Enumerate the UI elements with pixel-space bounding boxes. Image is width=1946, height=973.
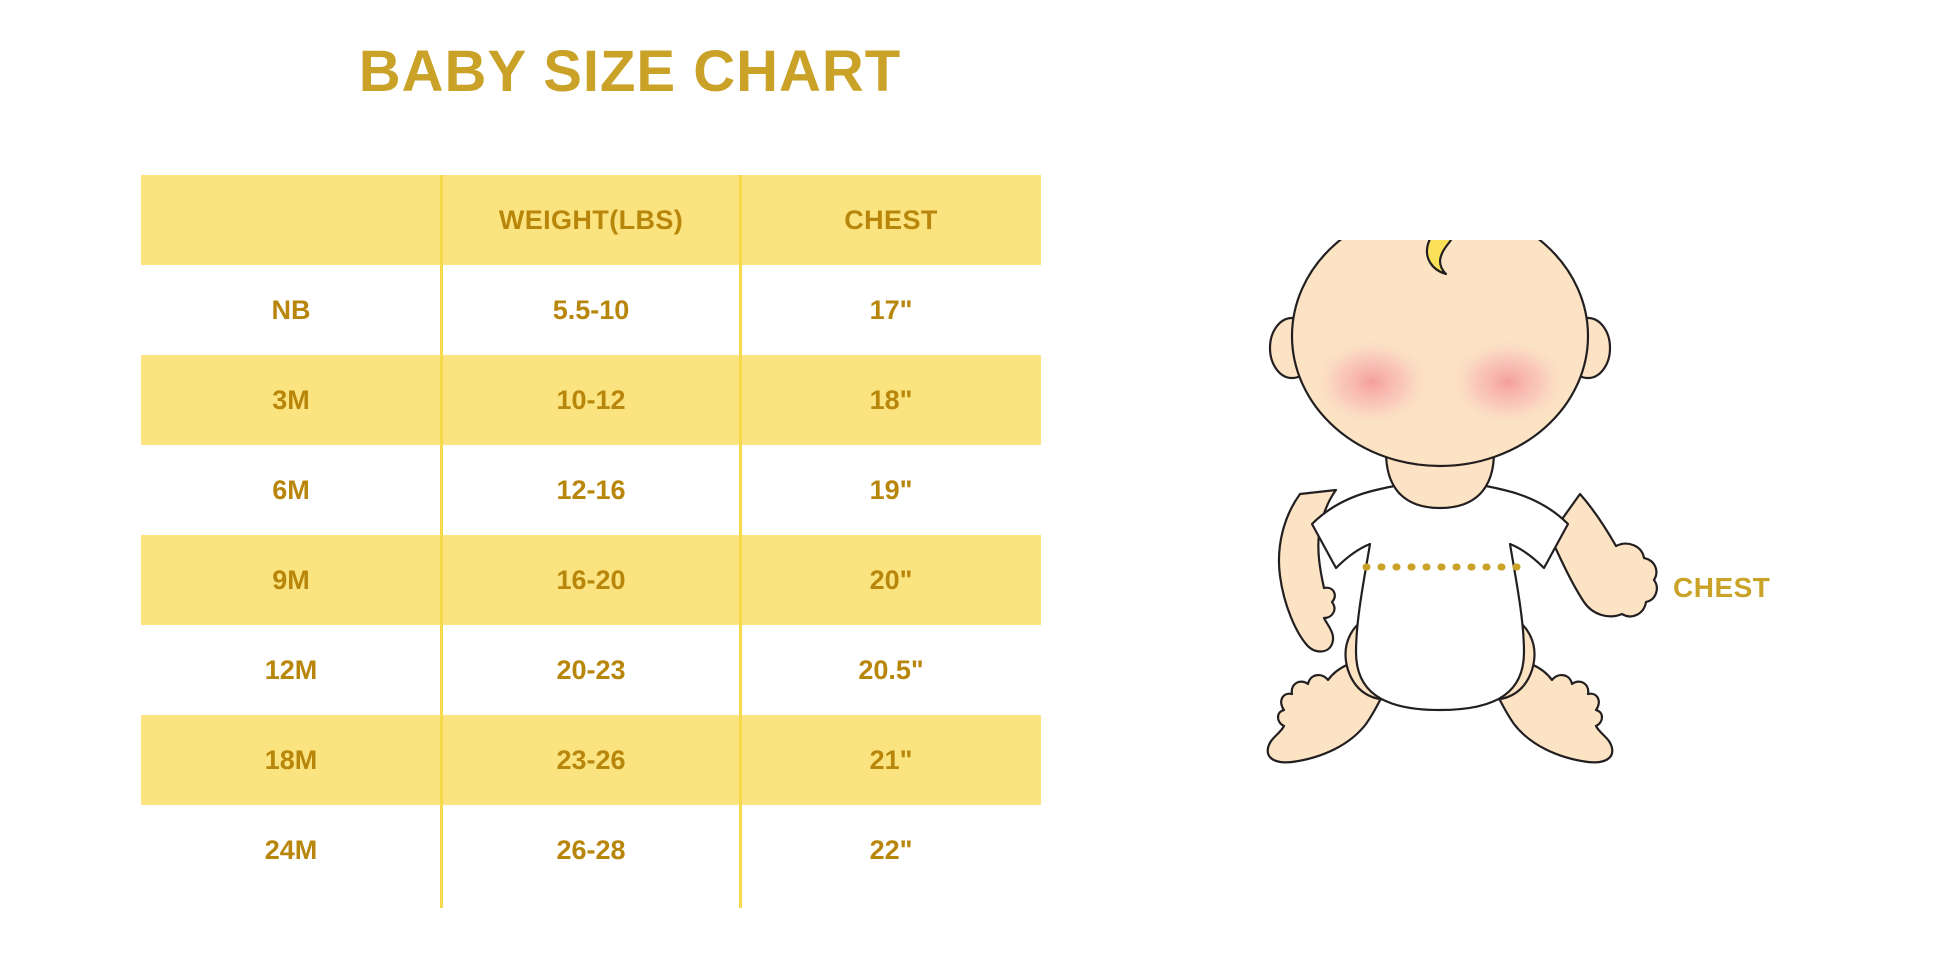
cell-weight: 26-28 [441,805,741,895]
table-row: 24M 26-28 22" [141,805,1041,895]
baby-right-cheek [1446,336,1570,428]
baby-neck [1384,450,1496,510]
cell-size: 6M [141,445,441,535]
column-header-weight: WEIGHT(LBS) [441,175,741,265]
table-row: 6M 12-16 19" [141,445,1041,535]
table-row: 3M 10-12 18" [141,355,1041,445]
cell-chest: 22" [741,805,1041,895]
cell-size: 3M [141,355,441,445]
cell-weight: 16-20 [441,535,741,625]
baby-hair-curl [1425,240,1453,276]
column-header-weight-label: WEIGHT(LBS) [498,204,684,235]
column-divider-line [440,175,443,908]
cell-chest: 18" [741,355,1041,445]
column-header-chest-label: CHEST [844,204,938,235]
table-row: 12M 20-23 20.5" [141,625,1041,715]
table-header-row: WEIGHT(LBS) CHEST [141,175,1041,265]
baby-left-arm [1277,488,1338,653]
chest-measure-label: CHEST [1673,572,1771,603]
cell-weight: 5.5-10 [441,265,741,355]
cell-size: 24M [141,805,441,895]
cell-weight: 20-23 [441,625,741,715]
table-row: NB 5.5-10 17" [141,265,1041,355]
cell-chest: 20" [741,535,1041,625]
cell-chest: 19" [741,445,1041,535]
table-header: WEIGHT(LBS) CHEST [141,175,1041,265]
cell-chest: 17" [741,265,1041,355]
baby-left-cheek [1310,336,1434,428]
cell-size: NB [141,265,441,355]
baby-illustration [1266,240,1658,764]
table-body: NB 5.5-10 17" 3M 10-12 18" 6M 12-16 19" … [141,265,1041,895]
cell-size: 18M [141,715,441,805]
cell-size: 9M [141,535,441,625]
cell-weight: 12-16 [441,445,741,535]
cell-chest: 21" [741,715,1041,805]
column-header-chest: CHEST [741,175,1041,265]
baby-onesie [1310,480,1570,712]
baby-right-arm [1548,492,1658,618]
cell-weight: 23-26 [441,715,741,805]
page-title: BABY SIZE CHART [358,39,902,104]
baby-size-table: WEIGHT(LBS) CHEST NB 5.5-10 17" 3M 10-12… [141,175,1041,895]
table-row: 18M 23-26 21" [141,715,1041,805]
cell-weight: 10-12 [441,355,741,445]
cell-size: 12M [141,625,441,715]
table-row: 9M 16-20 20" [141,535,1041,625]
column-header-size [141,175,441,265]
column-divider-line [739,175,742,908]
cell-chest: 20.5" [741,625,1041,715]
